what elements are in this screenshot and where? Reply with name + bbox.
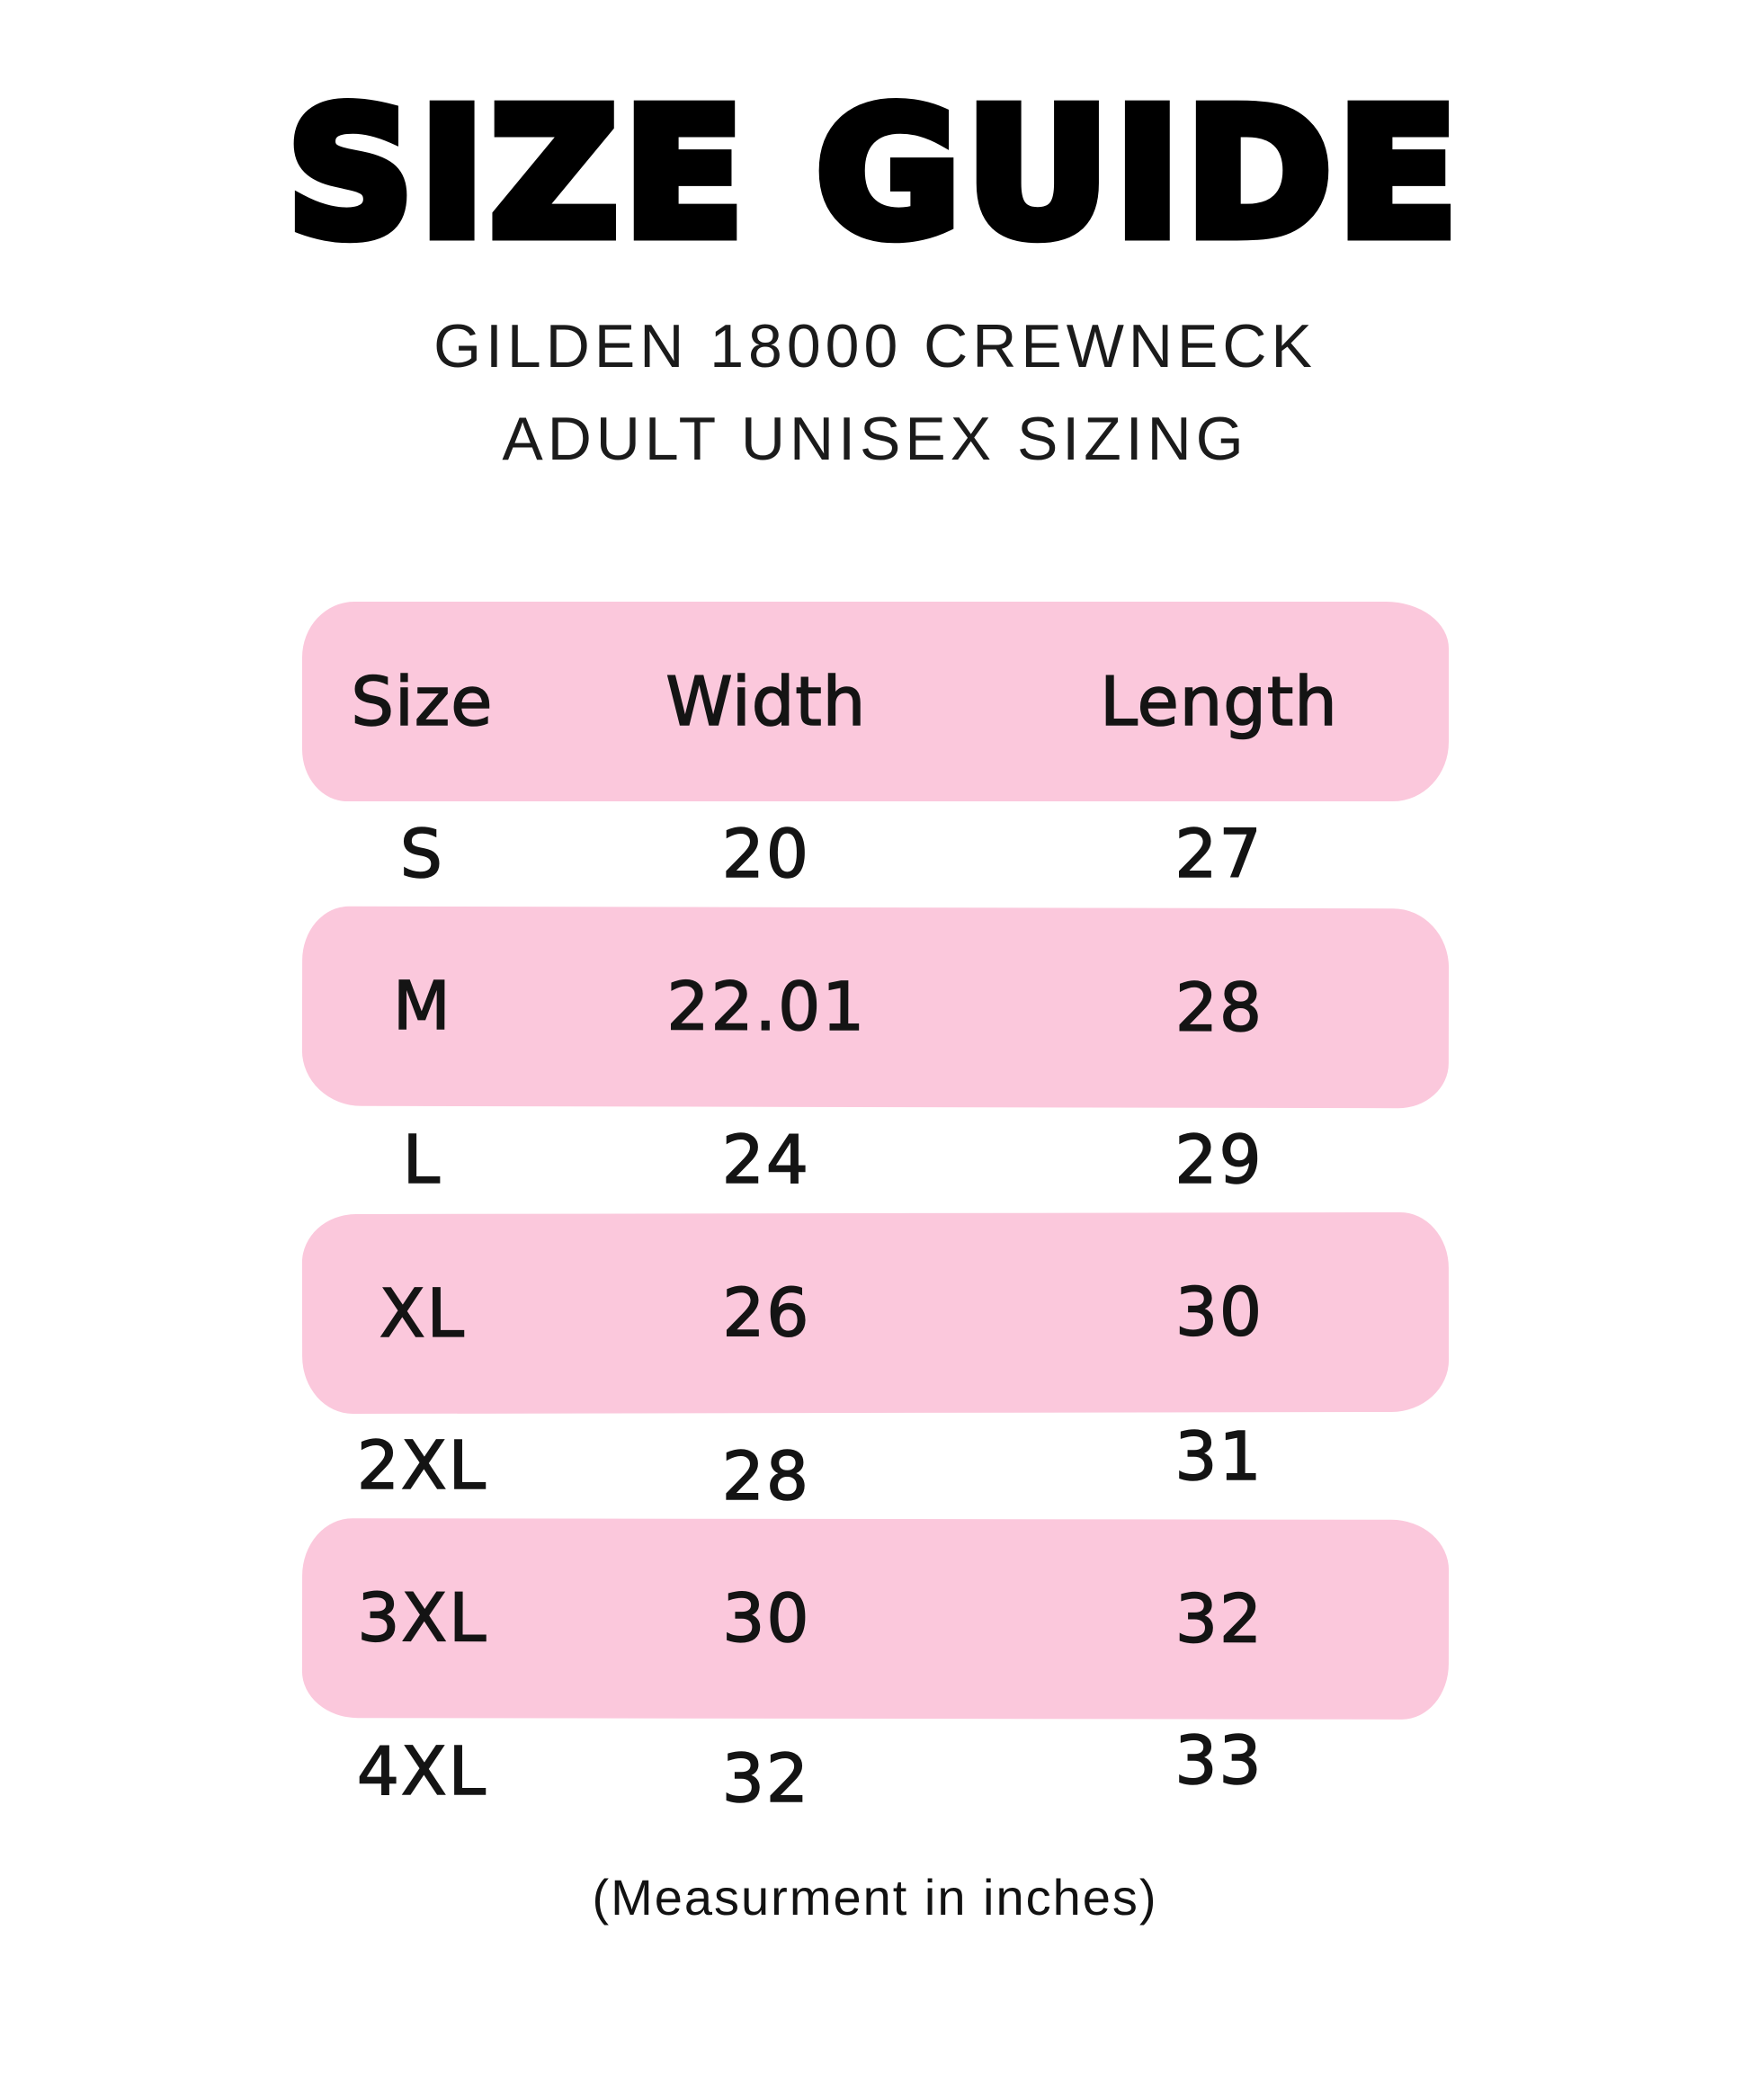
width-cell: 26 xyxy=(721,1273,811,1353)
length-cell: 28 xyxy=(1174,968,1264,1047)
subtitle-line-product: GILDEN 18000 CREWNECK xyxy=(433,311,1317,380)
width-cell: 24 xyxy=(721,1121,810,1200)
length-cell: 32 xyxy=(1174,1579,1264,1658)
width-cell: 20 xyxy=(721,815,810,894)
length-cell: 31 xyxy=(1174,1417,1263,1497)
size-cell: M xyxy=(392,967,453,1046)
measurement-note: (Measurment in inches) xyxy=(592,1868,1158,1926)
table-row-3xl: 3XL 30 32 xyxy=(301,1517,1449,1720)
header-width: Width xyxy=(665,661,867,742)
table-row-2xl: 2XL 28 31 xyxy=(302,1413,1449,1519)
header-size: Size xyxy=(351,661,494,742)
width-cell: 32 xyxy=(721,1739,810,1819)
size-cell: 2XL xyxy=(356,1426,487,1506)
table-row-m: M 22.01 28 xyxy=(301,906,1449,1108)
width-cell: 30 xyxy=(721,1578,811,1658)
width-cell: 22.01 xyxy=(665,967,867,1046)
size-cell: S xyxy=(399,815,444,894)
header-length: Length xyxy=(1099,661,1338,742)
length-cell: 30 xyxy=(1174,1273,1264,1352)
table-row-xl: XL 26 30 xyxy=(301,1211,1449,1414)
table-row-4xl: 4XL 32 33 xyxy=(302,1719,1449,1825)
table-row-s: S 20 27 xyxy=(302,801,1449,907)
page-title: SIZE GUIDE xyxy=(281,72,1464,277)
width-cell: 28 xyxy=(721,1437,810,1516)
size-table: Size Width Length S 20 27 M 22.01 28 L 2… xyxy=(301,601,1449,1825)
size-cell: XL xyxy=(379,1274,467,1354)
size-cell: 4XL xyxy=(356,1732,487,1811)
length-cell: 33 xyxy=(1174,1721,1263,1801)
table-row-l: L 24 29 xyxy=(302,1107,1449,1213)
length-cell: 27 xyxy=(1174,815,1263,894)
size-cell: 3XL xyxy=(356,1578,488,1658)
subtitle: GILDEN 18000 CREWNECK ADULT UNISEX SIZIN… xyxy=(0,300,1750,487)
subtitle-line-sizing: ADULT UNISEX SIZING xyxy=(502,405,1248,474)
table-header-row: Size Width Length xyxy=(301,601,1449,801)
size-cell: L xyxy=(402,1121,442,1200)
length-cell: 29 xyxy=(1174,1121,1263,1200)
